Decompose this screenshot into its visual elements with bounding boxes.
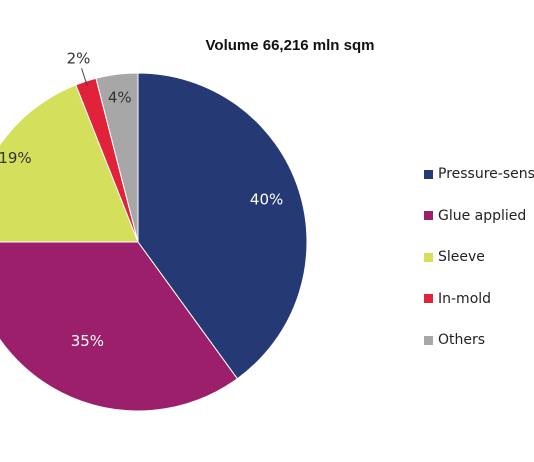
legend: Pressure-sens Glue applied Sleeve In-mol… [424, 164, 534, 372]
pie-slice-sleeve [0, 84, 139, 243]
slice-label-others: 4% [108, 88, 132, 106]
legend-item-sleeve: Sleeve [424, 247, 534, 267]
legend-label-others: Others [438, 332, 486, 348]
slice-label-pressure-sensitive: 40% [250, 191, 283, 209]
legend-swatch-glue-applied [424, 211, 433, 220]
legend-swatch-others [424, 335, 433, 345]
legend-label-sleeve: Sleeve [438, 249, 485, 265]
legend-item-pressure-sensitive: Pressure-sens [424, 164, 534, 184]
legend-label-in-mold: In-mold [438, 290, 492, 307]
legend-label-pressure-sensitive: Pressure-sens [438, 166, 534, 182]
legend-swatch-pressure-sensitive [424, 169, 433, 179]
slice-label-in-mold: 2% [67, 49, 91, 67]
pie-slice-pressure-sensitive [137, 72, 308, 380]
legend-item-glue-applied: Glue applied [424, 206, 534, 226]
slice-label-sleeve: 19% [0, 149, 32, 167]
pie-slice-glue-applied [0, 241, 239, 412]
legend-swatch-in-mold [424, 294, 433, 303]
legend-item-others: Others [424, 330, 534, 350]
legend-label-glue-applied: Glue applied [438, 207, 527, 224]
leader-line-in-mold [81, 68, 88, 87]
chart-title: Volume 66,216 mln sqm [205, 37, 375, 54]
legend-swatch-sleeve [424, 252, 433, 262]
slice-label-glue-applied: 35% [71, 332, 104, 350]
pie-slice-others [95, 72, 139, 243]
legend-item-in-mold: In-mold [424, 289, 534, 309]
